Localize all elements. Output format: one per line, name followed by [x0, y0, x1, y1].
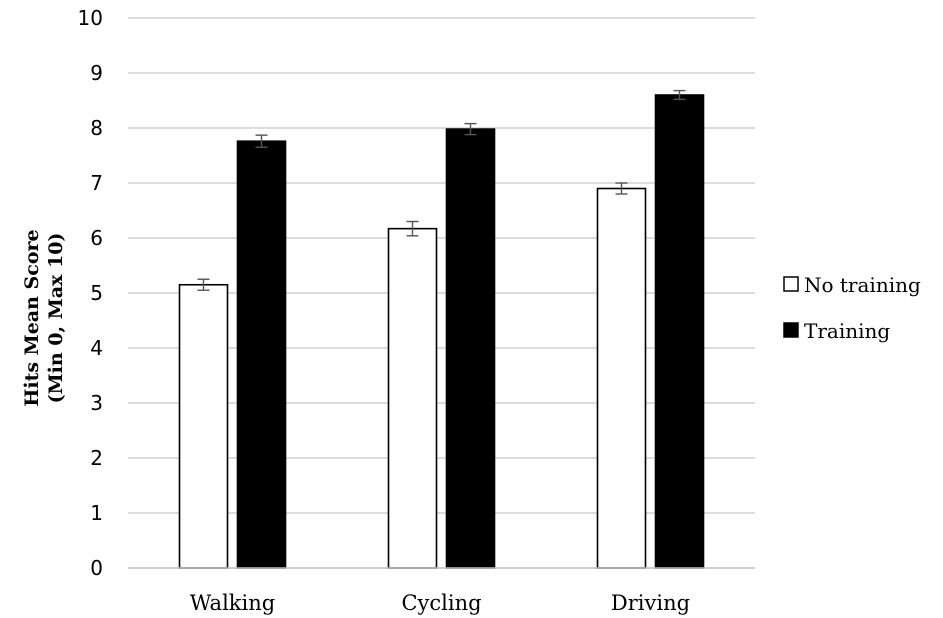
bar-no-training-driving: [596, 187, 647, 569]
y-tick-label: 5: [90, 281, 103, 305]
y-tick-label: 9: [90, 61, 103, 85]
bar-training-driving: [654, 94, 705, 569]
x-category-label: Driving: [611, 591, 690, 615]
y-tick-label: 10: [78, 6, 103, 30]
bar-training-cycling: [445, 128, 496, 569]
legend-swatch-no-training: [783, 276, 799, 292]
y-tick-label: 8: [90, 116, 103, 140]
legend: No training Training: [783, 273, 921, 343]
legend-label-training: Training: [804, 319, 890, 343]
y-tick-label: 2: [90, 446, 103, 470]
bar-training-walking: [236, 140, 287, 569]
legend-label-no-training: No training: [804, 273, 921, 297]
y-axis-title-line1: Hits Mean Score: [21, 229, 43, 406]
gridlines: [128, 17, 755, 514]
bars: [178, 94, 705, 569]
y-tick-label: 7: [90, 171, 103, 195]
y-tick-label: 3: [90, 391, 103, 415]
y-axis-tick-labels: 0 1 2 3 4 5 6 7 8 9 10: [78, 6, 103, 580]
y-tick-label: 6: [90, 226, 103, 250]
bar-no-training-cycling: [387, 227, 438, 569]
bar-no-training-walking: [178, 283, 229, 569]
y-tick-label: 0: [90, 556, 103, 580]
legend-swatch-training: [783, 322, 799, 338]
error-bars: [197, 89, 686, 291]
x-category-label: Walking: [190, 591, 275, 615]
y-tick-label: 1: [90, 501, 103, 525]
x-axis-category-labels: Walking Cycling Driving: [190, 591, 690, 615]
y-axis-title-line2: (Min 0, Max 10): [45, 233, 67, 404]
y-tick-label: 4: [90, 336, 103, 360]
x-category-label: Cycling: [401, 591, 481, 615]
